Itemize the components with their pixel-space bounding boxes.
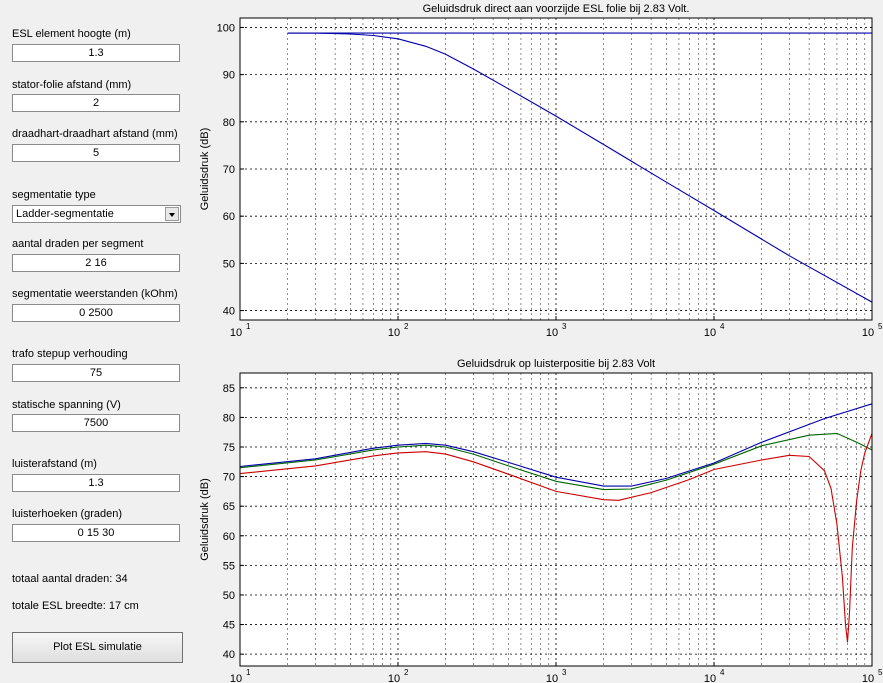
chart-title: Geluidsdruk op luisterpositie bij 2.83 V… — [457, 358, 655, 370]
x-tick-exponent: 5 — [878, 668, 883, 677]
y-tick-label: 80 — [223, 117, 235, 129]
bottom-axes: 40 45 50 55 60 65 70 75 80 85 10 1 10 2 10 3 10 4 10 5 Gelui… — [199, 358, 883, 683]
transformer-ratio-input[interactable]: 75 — [12, 364, 180, 382]
wires-per-segment-label: aantal draden per segment — [12, 238, 144, 250]
x-tick-label: 10 — [546, 327, 558, 339]
wire-pitch-input[interactable]: 5 — [12, 144, 180, 162]
wires-per-segment-input[interactable]: 2 16 — [12, 254, 180, 272]
segmentation-type-label: segmentatie type — [12, 189, 96, 201]
x-tick-label: 10 — [862, 327, 874, 339]
chevron-down-icon[interactable] — [165, 207, 179, 221]
y-tick-label: 50 — [223, 258, 235, 270]
listen-distance-label: luisterafstand (m) — [12, 458, 97, 470]
y-tick-label: 60 — [223, 211, 235, 223]
spl-15deg-line — [239, 432, 873, 491]
x-tick-label: 10 — [388, 673, 400, 683]
segmentation-type-select[interactable]: Ladder-segmentatie — [12, 205, 181, 223]
y-tick-label: 60 — [223, 531, 235, 543]
y-tick-label: 40 — [223, 649, 235, 661]
x-tick-label: 10 — [704, 327, 716, 339]
spl-30deg-line — [239, 433, 873, 643]
x-tick-label: 10 — [862, 673, 874, 683]
segment-resistors-label: segmentatie weerstanden (kOhm) — [12, 288, 178, 300]
transformer-ratio-label: trafo stepup verhouding — [12, 348, 128, 360]
listen-angles-input[interactable]: 0 15 30 — [12, 524, 180, 542]
y-tick-label: 75 — [223, 442, 235, 454]
plot-simulation-button[interactable]: Plot ESL simulatie — [12, 632, 183, 663]
bias-voltage-label: statische spanning (V) — [12, 399, 121, 411]
element-height-input[interactable]: 1.3 — [12, 44, 180, 62]
x-tick-exponent: 2 — [404, 668, 409, 677]
x-tick-label: 10 — [230, 673, 242, 683]
x-tick-exponent: 5 — [878, 322, 883, 331]
y-tick-label: 50 — [223, 590, 235, 602]
x-tick-exponent: 3 — [562, 322, 567, 331]
stator-gap-input[interactable]: 2 — [12, 94, 180, 112]
axes-frame — [239, 372, 873, 667]
x-tick-label: 10 — [704, 673, 716, 683]
y-tick-label: 55 — [223, 560, 235, 572]
segmentation-type-value: Ladder-segmentatie — [16, 208, 114, 220]
plots-area: 40 50 60 70 80 90 100 10 1 10 2 10 3 10 4 10 5 Geluidsdru… — [199, 3, 883, 683]
y-tick-label: 70 — [223, 164, 235, 176]
y-axis-label: Geluidsdruk (dB) — [199, 478, 211, 561]
listen-distance-input[interactable]: 1.3 — [12, 474, 180, 492]
y-axis-label: Geluidsdruk (dB) — [199, 128, 211, 211]
y-tick-label: 85 — [223, 383, 235, 395]
x-tick-label: 10 — [230, 327, 242, 339]
y-tick-label: 65 — [223, 501, 235, 513]
spl-0deg-line — [239, 403, 873, 487]
element-height-label: ESL element hoogte (m) — [12, 28, 131, 40]
axes-frame — [239, 17, 873, 321]
segment-resistors-input[interactable]: 0 2500 — [12, 304, 180, 322]
front-spl-line — [287, 32, 873, 303]
listen-angles-label: luisterhoeken (graden) — [12, 508, 123, 520]
x-tick-exponent: 2 — [404, 322, 409, 331]
x-tick-exponent: 3 — [562, 668, 567, 677]
x-tick-label: 10 — [388, 327, 400, 339]
bias-voltage-input[interactable]: 7500 — [12, 414, 180, 432]
y-tick-label: 45 — [223, 620, 235, 632]
x-tick-label: 10 — [546, 673, 558, 683]
y-tick-label: 40 — [223, 306, 235, 318]
y-tick-label: 70 — [223, 472, 235, 484]
chart-title: Geluidsdruk direct aan voorzijde ESL fol… — [423, 3, 690, 15]
top-axes: 40 50 60 70 80 90 100 10 1 10 2 10 3 10 4 10 5 Geluidsdru… — [199, 3, 883, 339]
x-tick-exponent: 4 — [720, 322, 725, 331]
y-tick-label: 80 — [223, 412, 235, 424]
stator-gap-label: stator-folie afstand (mm) — [12, 79, 132, 91]
total-width-text: totale ESL breedte: 17 cm — [12, 600, 139, 612]
x-tick-exponent: 4 — [720, 668, 725, 677]
x-tick-exponent: 1 — [246, 668, 251, 677]
total-wires-text: totaal aantal draden: 34 — [12, 573, 128, 585]
y-tick-label: 100 — [217, 22, 235, 34]
wire-pitch-label: draadhart-draadhart afstand (mm) — [12, 128, 178, 140]
y-tick-label: 90 — [223, 70, 235, 82]
x-tick-exponent: 1 — [246, 322, 251, 331]
